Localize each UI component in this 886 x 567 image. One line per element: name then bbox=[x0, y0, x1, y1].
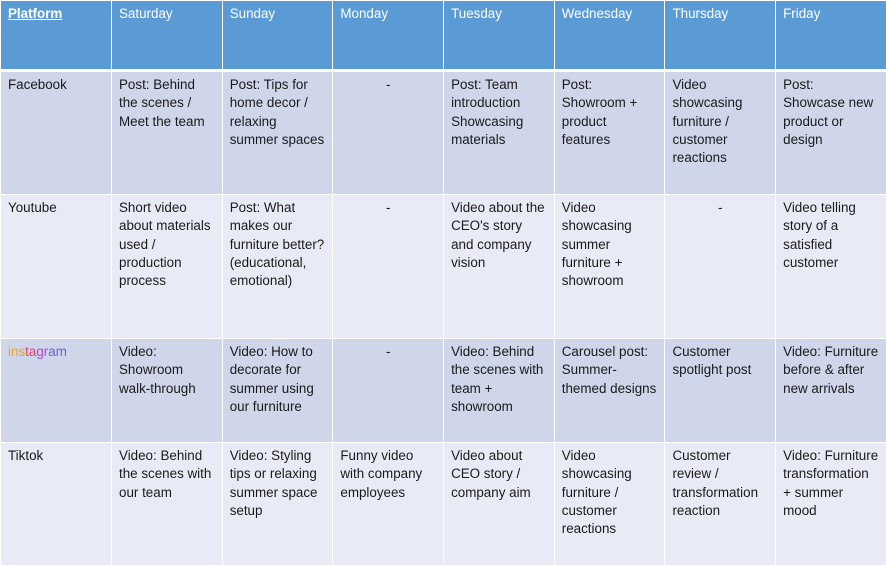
schedule-cell: Video: Styling tips or relaxing summer s… bbox=[221, 442, 334, 566]
schedule-cell: Short video about materials used / produ… bbox=[111, 194, 223, 339]
day-header-tuesday: Tuesday bbox=[443, 0, 555, 72]
day-header-sunday: Sunday bbox=[221, 0, 334, 72]
schedule-cell: Post: Showroom + product features bbox=[553, 70, 666, 195]
platform-cell-tiktok: Tiktok bbox=[0, 442, 112, 566]
schedule-cell: Video: Showroom walk-through bbox=[111, 338, 223, 443]
table-row-youtube: Youtube Short video about materials used… bbox=[0, 194, 886, 339]
day-header-monday: Monday bbox=[332, 0, 445, 72]
day-header-thursday: Thursday bbox=[664, 0, 777, 72]
schedule-cell-empty: - bbox=[332, 338, 445, 443]
schedule-cell: Carousel post: Summer-themed designs bbox=[553, 338, 666, 443]
schedule-cell: Video showcasing furniture / customer re… bbox=[553, 442, 666, 566]
platform-cell-facebook: Facebook bbox=[0, 70, 112, 195]
day-header-wednesday: Wednesday bbox=[553, 0, 666, 72]
table-row-facebook: Facebook Post: Behind the scenes / Meet … bbox=[0, 70, 886, 195]
schedule-cell: Video showcasing summer furniture + show… bbox=[553, 194, 666, 339]
schedule-cell: Video telling story of a satisfied custo… bbox=[775, 194, 886, 339]
platform-header: Platform bbox=[0, 0, 112, 72]
schedule-cell-empty: - bbox=[332, 70, 445, 195]
schedule-cell-empty: - bbox=[664, 194, 777, 339]
day-header-friday: Friday bbox=[775, 0, 886, 72]
table-row-instagram: instagram Video: Showroom walk-through V… bbox=[0, 338, 886, 443]
table-row-tiktok: Tiktok Video: Behind the scenes with our… bbox=[0, 442, 886, 566]
platform-cell-instagram: instagram bbox=[0, 338, 112, 443]
schedule-cell: Post: Tips for home decor / relaxing sum… bbox=[221, 70, 334, 195]
schedule-cell: Video showcasing furniture / customer re… bbox=[664, 70, 777, 195]
day-header-saturday: Saturday bbox=[111, 0, 223, 72]
instagram-label: instagram bbox=[8, 344, 67, 359]
schedule-cell: Video: How to decorate for summer using … bbox=[221, 338, 334, 443]
platform-cell-youtube: Youtube bbox=[0, 194, 112, 339]
schedule-cell: Video about CEO story / company aim bbox=[443, 442, 555, 566]
schedule-cell-empty: - bbox=[332, 194, 445, 339]
schedule-cell: Video: Furniture transformation + summer… bbox=[775, 442, 886, 566]
schedule-cell: Post: What makes our furniture better? (… bbox=[221, 194, 334, 339]
schedule-cell: Video: Furniture before & after new arri… bbox=[775, 338, 886, 443]
header-row: Platform Saturday Sunday Monday Tuesday … bbox=[0, 0, 886, 72]
schedule-cell: Video about the CEO's story and company … bbox=[443, 194, 555, 339]
schedule-cell: Video: Behind the scenes with our team bbox=[111, 442, 223, 566]
schedule-cell: Post: Team introduction Showcasing mater… bbox=[443, 70, 555, 195]
schedule-cell: Video: Behind the scenes with team + sho… bbox=[443, 338, 555, 443]
schedule-cell: Customer spotlight post bbox=[664, 338, 777, 443]
schedule-cell: Customer review / transformation reactio… bbox=[664, 442, 777, 566]
schedule-cell: Funny video with company employees bbox=[332, 442, 445, 566]
schedule-cell: Post: Showcase new product or design bbox=[775, 70, 886, 195]
schedule-cell: Post: Behind the scenes / Meet the team bbox=[111, 70, 223, 195]
